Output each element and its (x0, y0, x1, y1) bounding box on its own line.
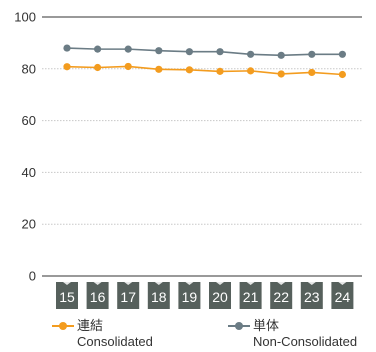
x-tick-label: 16 (90, 289, 106, 305)
x-tick-notch (63, 279, 71, 285)
data-point (63, 63, 71, 71)
series-line-0 (66, 65, 343, 76)
x-tick-notch (154, 279, 163, 285)
data-point (185, 48, 193, 56)
data-point (94, 63, 102, 72)
legend-marker-consolidated (52, 318, 74, 332)
data-point (155, 47, 163, 55)
x-tick-notch (338, 279, 347, 285)
series-line-1 (66, 47, 343, 57)
y-tick-label: 100 (14, 10, 36, 25)
x-tick-notch (216, 279, 224, 285)
x-tick-label: 20 (212, 289, 228, 305)
x-tick-notch (277, 279, 286, 285)
y-tick-label: 40 (22, 165, 36, 180)
x-tick-box (178, 282, 201, 309)
legend-label-consolidated-en: Consolidated (77, 334, 153, 349)
x-tick-label: 24 (335, 289, 351, 305)
data-point (124, 62, 132, 71)
data-point (216, 48, 224, 56)
data-point (216, 67, 224, 75)
x-tick-notch (124, 279, 133, 285)
data-point (155, 65, 163, 73)
y-tick-label: 60 (22, 113, 36, 128)
data-point (338, 50, 346, 58)
data-point (94, 45, 102, 53)
legend-label-non-consolidated-jp: 単体 (253, 318, 280, 333)
x-tick-box (56, 282, 78, 309)
x-tick-box (300, 282, 323, 309)
x-tick-label: 21 (243, 289, 259, 305)
x-tick-notch (307, 279, 316, 285)
legend-marker-non-consolidated (228, 318, 250, 332)
y-tick-label: 20 (22, 217, 36, 232)
legend-label-consolidated-jp: 連結 (77, 318, 104, 333)
data-point (185, 66, 193, 74)
x-tick-box (331, 282, 354, 309)
x-tick-box (117, 282, 140, 309)
x-axis-ticks: 15 16 17 18 19 20 21 22 23 24 (56, 279, 354, 309)
gridlines (42, 16, 362, 277)
x-tick-label: 19 (182, 289, 198, 305)
x-tick-notch (246, 279, 255, 285)
data-point (308, 50, 316, 58)
y-tick-label: 0 (29, 269, 36, 284)
data-point (338, 70, 346, 79)
data-point (247, 50, 255, 58)
data-point (277, 51, 285, 59)
x-tick-box (209, 282, 231, 309)
data-point (247, 67, 255, 75)
legend-label-non-consolidated-en: Non-Consolidated (253, 334, 358, 349)
x-tick-notch (93, 279, 102, 285)
x-tick-notch (185, 279, 194, 285)
x-tick-label: 22 (273, 289, 289, 305)
x-tick-label: 18 (151, 289, 167, 305)
x-tick-box (270, 282, 293, 309)
data-point (63, 44, 71, 52)
data-point (124, 45, 132, 53)
x-tick-label: 15 (59, 289, 75, 305)
series-lines (63, 44, 346, 79)
x-tick-label: 17 (120, 289, 136, 305)
y-axis-ticks: 0 20 40 60 80 100 (14, 10, 36, 284)
x-tick-label: 23 (304, 289, 320, 305)
legend-non-consolidated: 単体 Non-Consolidated (228, 318, 357, 352)
x-tick-box (147, 282, 170, 309)
data-point (277, 70, 285, 78)
x-tick-box (86, 282, 109, 309)
y-tick-label: 80 (22, 61, 36, 76)
x-tick-box (239, 282, 262, 309)
data-point (308, 68, 316, 77)
legend-consolidated: 連結 Consolidated (52, 318, 153, 352)
